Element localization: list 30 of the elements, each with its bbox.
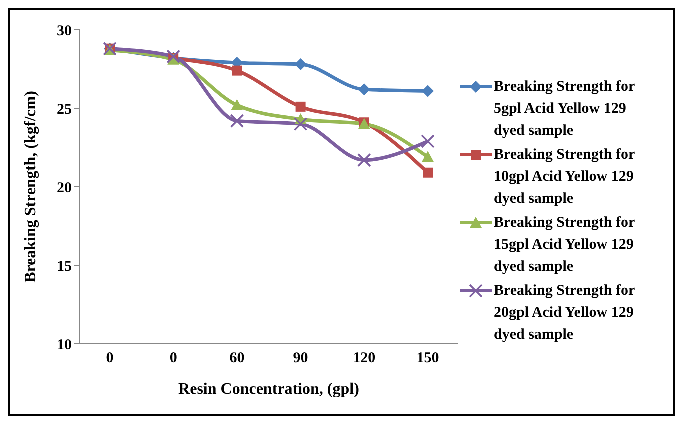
y-tick-label: 10 bbox=[57, 337, 72, 354]
legend-label: Breaking Strength for 10gpl Acid Yellow 129 dyed sample bbox=[494, 146, 636, 209]
x-axis-title: Resin Concentration, (gpl) bbox=[178, 381, 360, 398]
y-tick-label: 20 bbox=[57, 180, 72, 196]
point bbox=[358, 84, 370, 96]
x-tick-label: 0 bbox=[170, 350, 178, 367]
point bbox=[358, 153, 372, 168]
point bbox=[422, 151, 434, 162]
y-tick-label: 25 bbox=[57, 102, 72, 118]
x-tick-label: 0 bbox=[106, 350, 114, 367]
x-tick-label: 150 bbox=[416, 350, 440, 367]
y-tick-label: 15 bbox=[57, 258, 72, 275]
point bbox=[166, 50, 180, 64]
point bbox=[422, 85, 434, 98]
x-tick-label: 120 bbox=[353, 350, 376, 367]
point bbox=[294, 117, 308, 132]
legend-label: Breaking Strength for 20gpl Acid Yellow 129 dyed sample bbox=[494, 282, 636, 345]
y-axis-title: Breaking Strength, (kgf/cm) bbox=[22, 91, 40, 283]
point bbox=[423, 168, 433, 178]
point bbox=[296, 102, 306, 112]
x-tick-label: 60 bbox=[230, 350, 245, 367]
point bbox=[230, 114, 244, 128]
point bbox=[232, 66, 242, 76]
y-tick-label: 30 bbox=[57, 23, 72, 40]
point bbox=[294, 58, 307, 71]
point bbox=[421, 134, 435, 148]
point bbox=[231, 99, 244, 110]
x-tick-label: 90 bbox=[293, 350, 308, 367]
legend-label: Breaking Strength for 5gpl Acid Yellow 129 dyed sample bbox=[494, 78, 636, 141]
legend-label: Breaking Strength for 15gpl Acid Yellow 129 dyed sample bbox=[494, 214, 636, 277]
